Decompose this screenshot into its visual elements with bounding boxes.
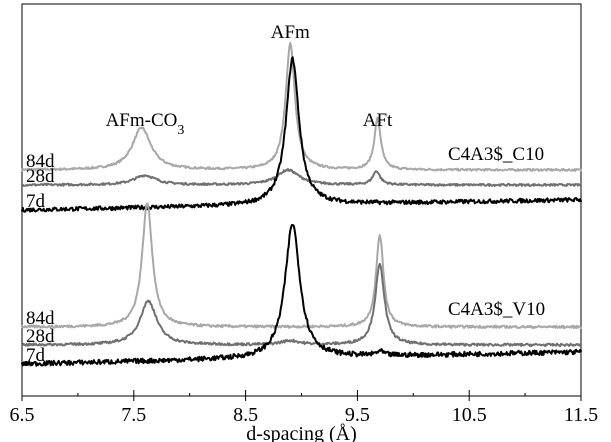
series-label-28d: 28d [26,326,55,347]
series-label-7d: 7d [26,191,46,212]
series-line-28d-1 [21,262,582,348]
sample-name-label: C4A3$_V10 [448,299,545,320]
sample-name-label: C4A3$_C10 [448,144,544,165]
x-tick-label: 11.5 [564,404,598,426]
x-tick-label: 8.5 [233,404,258,426]
series-label-28d: 28d [26,166,55,187]
series-label-84d: 84d [26,308,55,329]
x-tick-label: 6.5 [10,404,35,426]
peak-label: AFm-CO3 [106,110,185,138]
series-label-7d: 7d [26,345,46,366]
peak-label: AFm [271,22,310,43]
peak-label: AFt [363,110,393,131]
series-line-84d-1 [21,202,582,330]
x-axis-title: d-spacing (Å) [246,423,357,442]
series-line-7d-1 [21,224,582,367]
x-tick-label: 7.5 [121,404,146,426]
series-line-28d-0 [21,168,582,187]
x-tick-label: 10.5 [452,404,487,426]
series-line-7d-0 [21,56,582,213]
series-label-84d: 84d [26,151,55,172]
x-tick-label: 9.5 [345,404,370,426]
